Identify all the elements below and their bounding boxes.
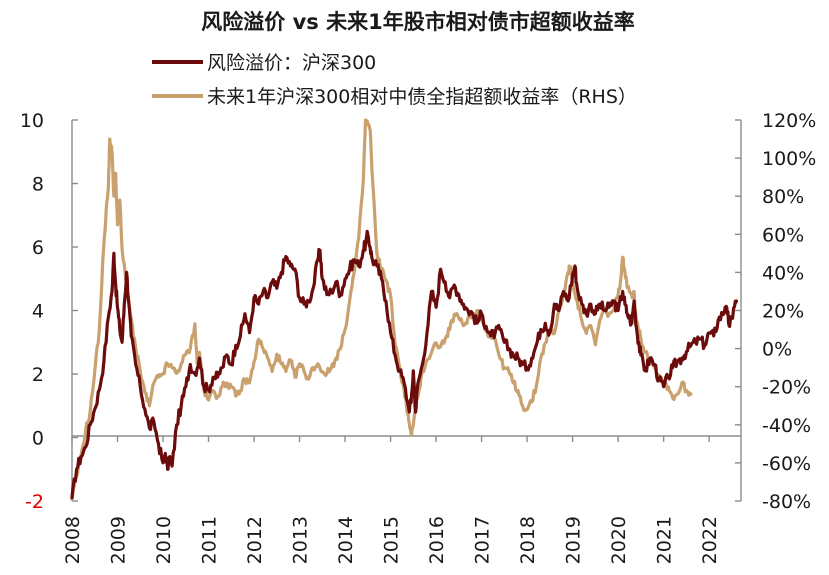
x-tick-label: 2008	[62, 516, 84, 564]
series-line-risk-premium	[70, 229, 738, 500]
x-tick-label: 2011	[199, 516, 221, 564]
x-tick-label: 2019	[563, 516, 585, 564]
x-tick-label: 2022	[699, 516, 721, 564]
right-tick-label: 20%	[762, 301, 804, 323]
x-tick-label: 2012	[244, 516, 266, 564]
x-tick-label: 2009	[108, 516, 130, 564]
legend-label-excess-return: 未来1年沪深300相对中债全指超额收益率（RHS）	[207, 86, 637, 108]
right-tick-label: -20%	[762, 377, 811, 399]
legend: 风险溢价：沪深300 未来1年沪深300相对中债全指超额收益率（RHS）	[152, 52, 637, 108]
left-axis-ticks: -2 0 2 4 6 8 10	[20, 110, 78, 513]
series-layer	[70, 118, 738, 501]
left-tick-label: 0	[32, 428, 44, 450]
x-axis-ticks: 2008 2009 2010 2011 2012 2013 2014 2015 2016 2017…	[62, 436, 721, 564]
left-tick-label: 8	[32, 174, 44, 196]
right-tick-label: 40%	[762, 262, 804, 284]
right-tick-label: 100%	[762, 148, 816, 170]
legend-label-risk-premium: 风险溢价：沪深300	[207, 52, 376, 74]
x-tick-label: 2010	[153, 516, 175, 564]
left-tick-label: 2	[32, 364, 44, 386]
right-axis-ticks: -80% -60% -40% -20% 0% 20% 40% 60% 80% 100% 120%	[735, 110, 816, 513]
x-tick-label: 2018	[517, 516, 539, 564]
x-tick-label: 2020	[608, 516, 630, 564]
right-tick-label: 0%	[762, 339, 792, 361]
x-tick-label: 2013	[290, 516, 312, 564]
right-tick-label: -80%	[762, 491, 811, 513]
right-tick-label: 60%	[762, 224, 804, 246]
right-tick-label: -60%	[762, 453, 811, 475]
x-tick-label: 2015	[381, 516, 403, 564]
left-tick-label: 10	[20, 110, 44, 132]
x-tick-label: 2016	[426, 516, 448, 564]
series-line-excess-return	[70, 118, 693, 501]
right-tick-label: 80%	[762, 186, 804, 208]
right-tick-label: 120%	[762, 110, 816, 132]
left-tick-label: 6	[32, 237, 44, 259]
left-tick-label: 4	[32, 301, 44, 323]
x-tick-label: 2017	[472, 516, 494, 564]
x-tick-label: 2021	[654, 516, 676, 564]
chart-title: 风险溢价 vs 未来1年股市相对债市超额收益率	[201, 10, 634, 34]
x-tick-label: 2014	[335, 516, 357, 564]
right-tick-label: -40%	[762, 415, 811, 437]
left-tick-label: -2	[25, 491, 44, 513]
